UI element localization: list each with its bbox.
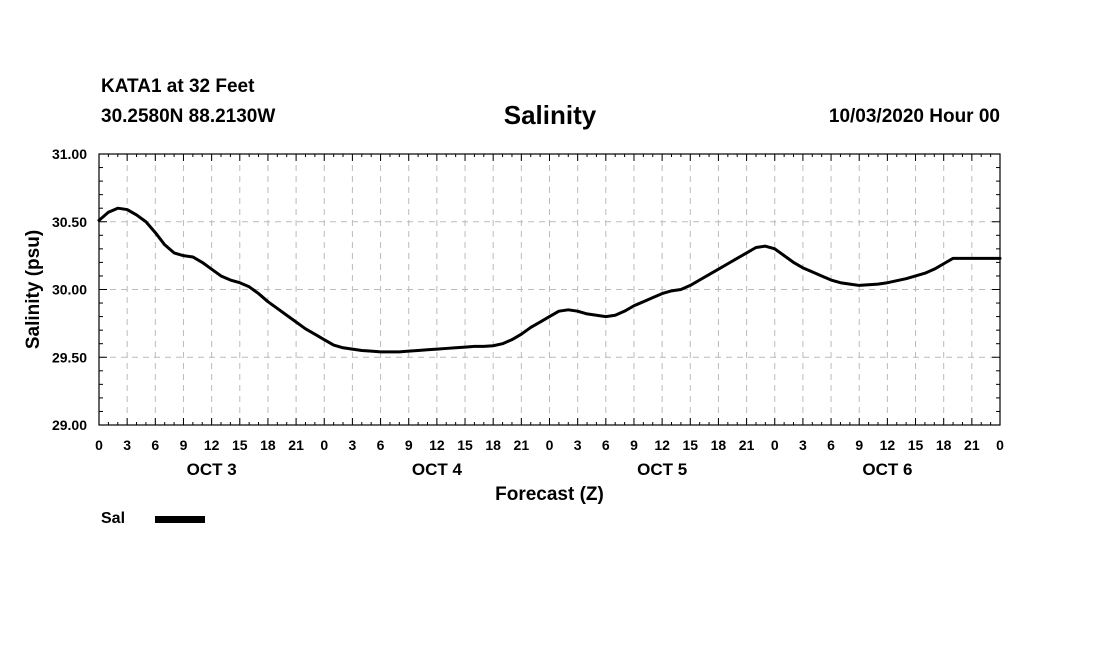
x-tick-label: 3	[349, 437, 357, 453]
x-tick-label: 18	[260, 437, 276, 453]
x-tick-label: 21	[288, 437, 304, 453]
x-tick-label: 0	[95, 437, 103, 453]
station-label: KATA1 at 32 Feet	[101, 76, 255, 97]
x-tick-label: 21	[964, 437, 980, 453]
forecast-datetime: 10/03/2020 Hour 00	[828, 106, 1000, 127]
coordinates-label: 30.2580N 88.2130W	[101, 106, 276, 127]
x-tick-label: 9	[180, 437, 188, 453]
y-tick-label: 30.00	[52, 282, 87, 298]
y-axis-label: Salinity (psu)	[23, 230, 44, 349]
x-tick-label: 3	[123, 437, 131, 453]
x-tick-label: 6	[602, 437, 610, 453]
x-tick-label: 12	[880, 437, 896, 453]
x-tick-label: 18	[936, 437, 952, 453]
x-tick-label: 3	[799, 437, 807, 453]
x-tick-label: 3	[574, 437, 582, 453]
x-tick-label: 18	[711, 437, 727, 453]
x-tick-label: 15	[682, 437, 698, 453]
x-tick-label: 6	[151, 437, 159, 453]
x-tick-label: 15	[232, 437, 248, 453]
day-label: OCT 3	[187, 460, 237, 479]
x-axis-label: Forecast (Z)	[495, 484, 604, 505]
x-tick-label: 15	[457, 437, 473, 453]
y-tick-label: 31.00	[52, 146, 87, 162]
x-ticks: 0 3 6 9 12 15 18 21 0 3 6 9 12 15 18 21 0 3 6 9 12 15 18 21 0 3 6 9…	[95, 154, 1004, 479]
x-tick-label: 15	[908, 437, 924, 453]
day-label: OCT 5	[637, 460, 687, 479]
x-tick-label: 0	[996, 437, 1004, 453]
x-tick-label: 12	[429, 437, 445, 453]
x-tick-label: 18	[485, 437, 501, 453]
x-tick-label: 0	[546, 437, 554, 453]
x-tick-label: 21	[514, 437, 530, 453]
x-tick-label: 6	[827, 437, 835, 453]
day-label: OCT 6	[862, 460, 912, 479]
x-tick-label: 6	[377, 437, 385, 453]
grid-lines	[99, 154, 1000, 425]
x-tick-label: 9	[405, 437, 413, 453]
legend: Sal	[101, 510, 206, 528]
legend-label-sal: Sal	[101, 510, 126, 527]
x-tick-label: 0	[320, 437, 328, 453]
x-tick-label: 9	[630, 437, 638, 453]
legend-swatch-sal	[155, 515, 206, 523]
x-tick-label: 12	[654, 437, 670, 453]
day-label: OCT 4	[412, 460, 463, 479]
x-tick-label: 0	[771, 437, 779, 453]
x-tick-label: 9	[855, 437, 863, 453]
y-ticks: 29.00 29.50 30.00 30.50 31.00	[52, 146, 1000, 433]
x-tick-label: 21	[739, 437, 755, 453]
chart-title: Salinity	[503, 100, 597, 130]
salinity-series-line	[97, 206, 1002, 354]
y-tick-label: 30.50	[52, 214, 87, 230]
y-tick-label: 29.50	[52, 349, 87, 365]
y-tick-label: 29.00	[52, 417, 87, 433]
x-tick-label: 12	[204, 437, 220, 453]
